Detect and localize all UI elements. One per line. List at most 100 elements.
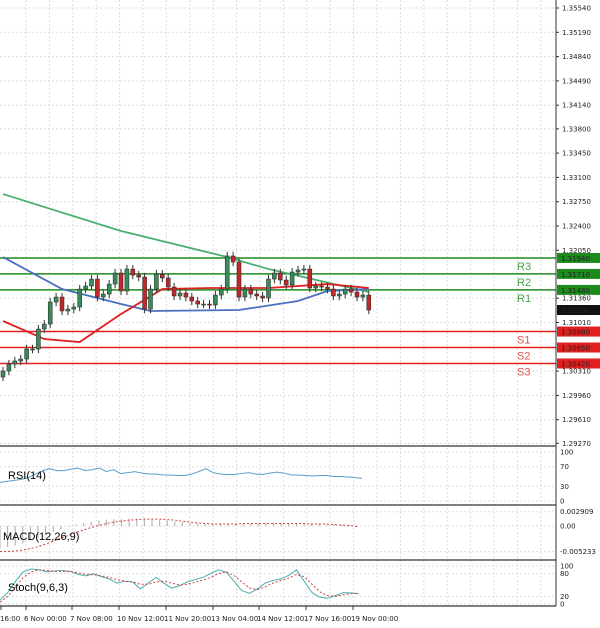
price-tick-label: 1.33100 xyxy=(562,174,591,182)
bearish-candle xyxy=(236,261,242,298)
bullish-candle xyxy=(124,268,130,292)
bearish-candle xyxy=(348,288,354,293)
level-price-label: 1.30420 xyxy=(561,360,590,368)
bullish-candle xyxy=(266,278,271,299)
grid xyxy=(0,0,556,606)
bearish-candle xyxy=(230,255,236,263)
bullish-candle xyxy=(177,292,183,297)
bullish-candle xyxy=(42,323,47,330)
stoch-signal-line xyxy=(0,569,359,603)
level-name-R3: R3 xyxy=(517,261,531,273)
bullish-candle xyxy=(289,271,295,286)
level-price-box xyxy=(557,284,600,295)
time-label: 10 Nov 12:00 xyxy=(117,615,164,623)
bearish-candle xyxy=(160,273,165,279)
level-price-box xyxy=(557,342,600,353)
bearish-candle xyxy=(260,295,265,299)
bullish-candle xyxy=(106,283,112,295)
moving-average-line xyxy=(2,256,369,312)
indicator-tick-label: 20 xyxy=(560,593,569,601)
level-price-box xyxy=(557,268,600,279)
level-price-box xyxy=(557,252,600,263)
bullish-candle xyxy=(30,348,35,351)
bullish-candle xyxy=(53,296,59,303)
level-price-box xyxy=(557,358,600,369)
price-tick-label: 1.32050 xyxy=(562,247,591,255)
time-label: 16:00 xyxy=(0,615,20,623)
price-tick-label: 1.35540 xyxy=(562,5,591,13)
indicator-tick-label: 0 xyxy=(560,601,564,609)
price-tick-label: 1.33800 xyxy=(562,125,591,133)
bearish-candle xyxy=(278,272,283,281)
bullish-candle xyxy=(77,288,82,308)
bullish-candle xyxy=(295,269,301,273)
indicators xyxy=(0,467,363,603)
time-label: 11 Nov 20:00 xyxy=(164,615,211,623)
bullish-candle xyxy=(360,294,366,298)
bullish-candle xyxy=(242,288,248,298)
level-name-R2: R2 xyxy=(517,277,531,289)
time-label: 14 Nov 12:00 xyxy=(257,615,304,623)
time-label: 17 Nov 16:00 xyxy=(304,615,351,623)
bearish-candle xyxy=(95,278,100,298)
indicator-tick-label: 30 xyxy=(560,483,569,491)
time-label: 6 Nov 00:00 xyxy=(24,615,67,623)
level-price-label: 1.31710 xyxy=(561,271,590,279)
bearish-candle xyxy=(307,268,313,289)
level-name-S1: S1 xyxy=(517,335,530,347)
bearish-candle xyxy=(189,296,195,302)
price-tick-label: 1.29610 xyxy=(562,416,591,424)
time-label: 7 Nov 08:00 xyxy=(70,615,113,623)
level-price-label: 1.30650 xyxy=(561,345,590,353)
macd-title: MACD(12,26,9) xyxy=(3,531,79,543)
indicator-tick-label: 0 xyxy=(560,498,564,506)
bearish-candle xyxy=(183,292,189,298)
bullish-candle xyxy=(101,293,106,298)
bearish-candle xyxy=(171,286,177,297)
level-name-S2: S2 xyxy=(517,351,530,363)
bullish-candle xyxy=(342,288,348,295)
bearish-candle xyxy=(59,296,65,312)
bearish-candle xyxy=(254,293,259,297)
indicator-tick-label: 0.00 xyxy=(560,523,576,531)
bearish-candle xyxy=(248,288,254,295)
current-price-box xyxy=(557,305,600,316)
indicator-tick-label: 0.002909 xyxy=(560,508,593,516)
indicator-tick-label: -0.005233 xyxy=(560,548,596,556)
bullish-candle xyxy=(148,288,153,310)
price-tick-label: 1.31010 xyxy=(562,319,591,327)
price-tick-label: 1.34840 xyxy=(562,53,591,61)
level-price-box xyxy=(557,326,600,337)
time-label: 13 Nov 04:00 xyxy=(211,615,258,623)
bullish-candle xyxy=(301,268,307,271)
bullish-candle xyxy=(6,363,12,372)
pivot-levels: R3 R2 R1 S1 S2 S3 xyxy=(0,257,556,378)
bullish-candle xyxy=(71,306,77,310)
stoch-main-line xyxy=(0,568,359,601)
price-tick-label: 1.34490 xyxy=(562,77,591,85)
candles xyxy=(0,251,372,382)
bullish-candle xyxy=(83,285,88,290)
bullish-candle xyxy=(219,288,224,296)
rsi-line xyxy=(0,467,363,483)
bullish-candle xyxy=(337,293,342,297)
bullish-candle xyxy=(18,358,23,362)
bullish-candle xyxy=(12,360,18,365)
price-tick-label: 1.35190 xyxy=(562,29,591,37)
bearish-candle xyxy=(331,288,336,297)
bearish-candle xyxy=(325,286,330,290)
macd-signal-line xyxy=(0,518,358,552)
bullish-candle xyxy=(47,301,53,325)
time-label: 19 Nov 00:00 xyxy=(351,615,398,623)
bearish-candle xyxy=(207,303,212,306)
price-tick-label: 1.29960 xyxy=(562,392,591,400)
indicator-tick-label: 100 xyxy=(560,563,573,571)
price-tick-label: 1.29270 xyxy=(562,440,591,448)
bullish-candle xyxy=(65,308,71,312)
price-tick-label: 1.33450 xyxy=(562,150,591,158)
bullish-candle xyxy=(213,294,218,306)
price-tick-label: 1.32750 xyxy=(562,198,591,206)
price-tick-label: 1.30310 xyxy=(562,368,591,376)
